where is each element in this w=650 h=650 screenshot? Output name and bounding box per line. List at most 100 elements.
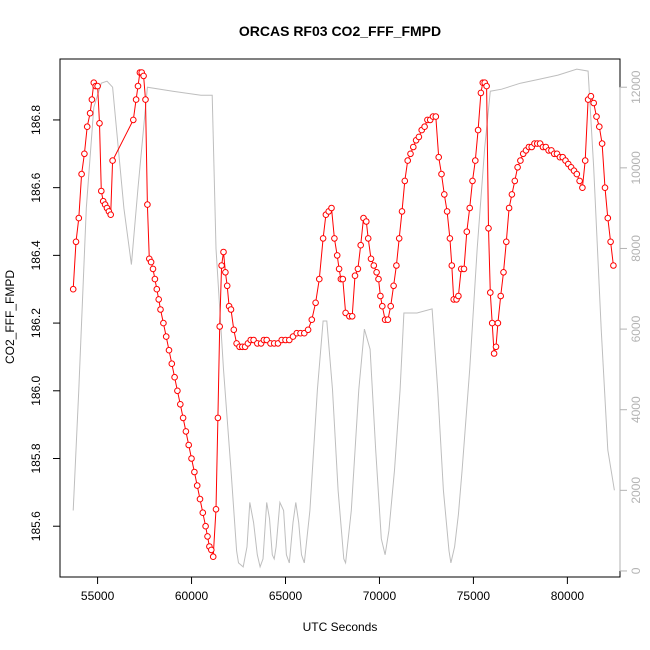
co2-point <box>223 282 231 290</box>
x-tick-label: 75000 <box>457 589 491 603</box>
co2-point <box>216 323 223 330</box>
co2-point <box>438 170 445 178</box>
co2-point <box>375 275 382 283</box>
co2-point <box>214 414 222 422</box>
co2-point <box>140 72 147 80</box>
right-tick-label: 12000 <box>629 70 643 104</box>
co2-point <box>610 262 617 269</box>
x-tick-label: 60000 <box>175 589 209 603</box>
co2-point <box>333 252 341 259</box>
co2-point <box>500 269 507 276</box>
y-tick-label: 186.2 <box>29 308 43 338</box>
x-tick-label: 65000 <box>269 589 303 603</box>
co2-point <box>508 191 516 198</box>
co2-point <box>410 143 417 151</box>
co2-point <box>587 92 595 100</box>
co2-point <box>222 269 229 276</box>
co2-point <box>182 428 190 435</box>
x-tick-label: 80000 <box>551 589 585 603</box>
co2-point <box>354 265 362 273</box>
co2-point <box>390 282 397 290</box>
co2-point <box>227 306 235 313</box>
co2-point <box>134 82 142 90</box>
co2-point <box>435 153 443 161</box>
co2-point <box>132 96 140 103</box>
x-axis: 55000 60000 65000 70000 75000 80000 <box>81 576 585 603</box>
x-tick-label: 55000 <box>81 589 115 603</box>
co2-point <box>78 170 85 178</box>
co2-point <box>432 113 440 120</box>
co2-point <box>144 201 151 208</box>
co2-point <box>607 238 614 246</box>
co2-point <box>168 360 176 368</box>
co2-point <box>179 414 187 422</box>
right-tick-label: 2000 <box>629 477 643 504</box>
co2-point <box>514 164 521 171</box>
co2-point <box>488 319 496 327</box>
y-tick-label: 185.6 <box>29 511 43 541</box>
co2-point <box>364 235 372 242</box>
co2-point <box>377 292 384 300</box>
co2-point <box>367 255 375 263</box>
co2-point <box>604 214 612 222</box>
co2-point <box>208 546 215 554</box>
co2-point <box>107 211 114 218</box>
co2-point <box>379 302 386 310</box>
co2-point <box>485 225 492 232</box>
co2-point <box>316 275 323 283</box>
co2-point <box>441 191 448 198</box>
co2-point <box>517 157 524 164</box>
co2-point <box>165 346 173 354</box>
y-tick-label: 186.0 <box>29 375 43 405</box>
co2-point <box>590 99 598 107</box>
co2-point <box>188 455 195 462</box>
altitude-line <box>72 68 615 569</box>
co2-point <box>157 306 164 313</box>
co2-point <box>469 177 476 185</box>
co2-point <box>601 184 609 191</box>
co2-point <box>319 235 327 242</box>
co2-point <box>472 157 479 164</box>
co2-point <box>308 316 316 324</box>
co2-point <box>492 343 500 351</box>
co2-point <box>363 218 370 225</box>
co2-point <box>331 235 338 242</box>
right-tick-label: 8000 <box>629 235 643 262</box>
altitude-series <box>72 68 615 569</box>
co2-point <box>155 296 162 303</box>
co2-point <box>199 509 207 517</box>
co2-point <box>576 177 583 185</box>
co2-point <box>193 482 201 489</box>
co2-point <box>160 319 167 327</box>
co2-point <box>415 133 423 141</box>
plot-frame <box>59 58 621 578</box>
co2-point <box>142 96 149 103</box>
co2-point <box>202 522 209 530</box>
co2-point <box>443 208 451 215</box>
co2-point <box>196 495 204 503</box>
co2-point <box>191 468 198 476</box>
co2-point <box>174 387 181 395</box>
co2-point <box>69 285 77 293</box>
co2-point <box>83 123 91 130</box>
co2-point <box>109 157 116 164</box>
right-axis: 0 2000 4000 6000 8000 10000 12000 <box>619 70 643 574</box>
co2-point <box>494 319 502 327</box>
co2-point <box>393 262 400 269</box>
co2-point <box>312 299 319 307</box>
co2-point <box>598 140 606 147</box>
right-tick-label: 4000 <box>629 396 643 423</box>
co2-point <box>487 289 494 296</box>
co2-point <box>171 373 178 381</box>
co2-point <box>304 326 312 334</box>
co2-point <box>505 204 513 212</box>
co2-point <box>593 113 600 120</box>
co2-point <box>151 275 159 283</box>
co2-point <box>404 157 412 164</box>
co2-point <box>335 265 343 273</box>
co2-point <box>185 441 192 449</box>
co2-point <box>503 238 510 246</box>
y-tick-label: 186.8 <box>29 105 43 135</box>
co2-point <box>401 177 409 185</box>
co2-point <box>398 208 406 215</box>
